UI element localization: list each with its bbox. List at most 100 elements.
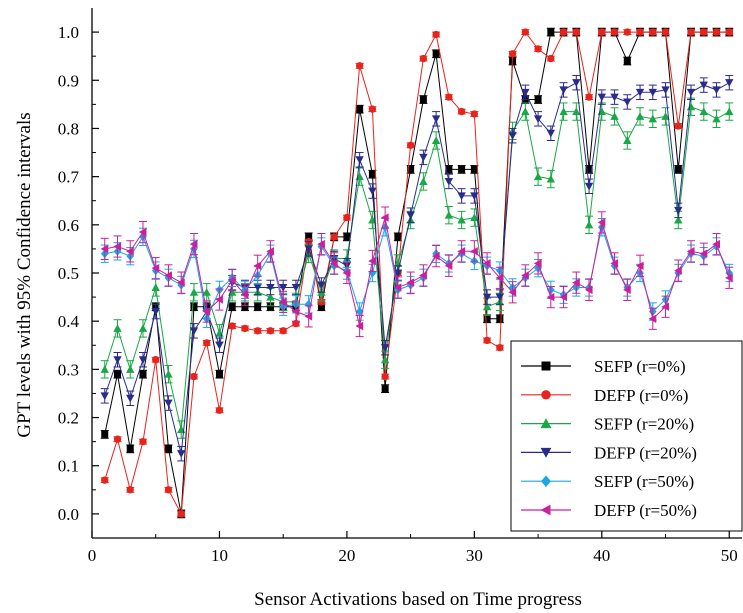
data-point [661, 112, 670, 120]
data-point [189, 288, 199, 296]
data-point [215, 370, 223, 378]
data-point [343, 213, 351, 222]
data-point [674, 266, 682, 275]
legend-marker [540, 504, 551, 516]
data-point [623, 285, 631, 295]
data-point [546, 129, 556, 138]
data-point [291, 307, 300, 316]
data-point [126, 247, 134, 256]
data-point [406, 278, 415, 287]
data-point [100, 244, 109, 254]
data-point [444, 261, 453, 270]
data-point [533, 115, 543, 124]
data-point [610, 28, 619, 36]
data-point [572, 278, 580, 287]
x-axis-title: Sensor Activations based on Time progres… [254, 589, 582, 610]
data-point [431, 115, 441, 124]
data-point [546, 292, 555, 302]
data-point [725, 79, 734, 87]
data-point [674, 165, 682, 173]
data-point [278, 283, 288, 292]
data-point [444, 177, 454, 186]
data-point [470, 110, 479, 118]
data-point [100, 392, 109, 401]
y-tick-label: 0.0 [58, 505, 79, 524]
data-point [635, 112, 645, 120]
data-point [317, 303, 325, 311]
legend-marker [540, 447, 552, 458]
y-tick-label: 0.1 [58, 457, 79, 476]
data-point [215, 406, 224, 414]
data-point [227, 276, 236, 285]
data-point [431, 136, 441, 144]
data-point [431, 251, 440, 261]
data-point [725, 28, 733, 36]
data-point [649, 28, 657, 36]
data-point [496, 315, 504, 323]
data-point [228, 303, 236, 311]
legend-marker [541, 361, 551, 371]
data-point [687, 28, 695, 36]
legend-label: SEFP (r=20%) [594, 415, 694, 434]
y-tick-label: 0.9 [58, 71, 79, 90]
data-point [407, 165, 415, 173]
data-point [674, 122, 682, 130]
data-point [483, 336, 491, 345]
legend-label: SEFP (r=50%) [594, 472, 694, 491]
data-point [712, 114, 721, 123]
data-point [266, 283, 275, 292]
data-point [699, 81, 708, 90]
data-point [636, 28, 644, 36]
data-point [406, 141, 415, 149]
data-point [317, 239, 325, 249]
data-point [266, 327, 275, 335]
data-point [598, 28, 606, 36]
data-point [534, 45, 542, 53]
data-point [177, 450, 186, 458]
data-point [419, 96, 427, 104]
legend-label: DEFP (r=50%) [594, 501, 697, 520]
data-point [152, 356, 160, 364]
data-point [495, 293, 505, 302]
data-point [521, 88, 530, 97]
data-point [585, 93, 593, 101]
data-point [470, 213, 479, 222]
data-point [457, 215, 466, 224]
data-point [355, 62, 364, 70]
y-tick-label: 0.7 [58, 168, 80, 187]
y-axis-title: GPT levels with 95% Confidence intervals [14, 112, 35, 437]
data-point [585, 165, 593, 173]
legend-entry: SEFP (r=20%) [521, 415, 694, 434]
data-point [725, 273, 733, 283]
legend-marker [540, 418, 552, 429]
data-point [610, 93, 619, 102]
legend-marker [541, 475, 551, 488]
data-point [445, 93, 453, 101]
data-point [189, 327, 199, 336]
data-point [661, 86, 670, 95]
data-point [368, 170, 376, 178]
axes: 0.0 0.1 0.2 0.3 0.4 0.5 0.6 0.7 0.8 0.9 1.0 0 10 20 30… [58, 8, 742, 565]
data-point [164, 271, 172, 280]
y-tick-label: 0.4 [58, 312, 80, 331]
data-point [126, 445, 134, 453]
data-point [317, 281, 326, 290]
legend-marker [541, 390, 551, 400]
data-point [699, 107, 708, 116]
data-point [712, 28, 721, 36]
data-point [329, 259, 338, 268]
data-point [483, 315, 491, 323]
data-point [355, 306, 364, 317]
data-point [457, 247, 466, 256]
x-tick-label: 50 [721, 546, 738, 565]
data-point [597, 218, 606, 227]
data-point [126, 365, 135, 373]
data-point [623, 136, 632, 144]
data-point [533, 172, 543, 181]
data-point [482, 259, 491, 268]
data-point [597, 107, 607, 116]
data-point [254, 303, 262, 311]
data-point [597, 93, 607, 102]
data-point [623, 57, 631, 65]
legend-label: SEFP (r=0%) [594, 357, 686, 376]
